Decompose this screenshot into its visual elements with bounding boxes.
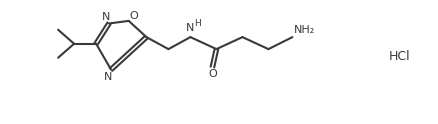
- Text: NH₂: NH₂: [293, 25, 314, 35]
- Text: N: N: [186, 23, 194, 33]
- Text: N: N: [102, 13, 110, 22]
- Text: O: O: [208, 69, 216, 79]
- Text: HCl: HCl: [389, 49, 410, 62]
- Text: N: N: [104, 72, 112, 82]
- Text: O: O: [129, 11, 138, 21]
- Text: H: H: [194, 19, 200, 28]
